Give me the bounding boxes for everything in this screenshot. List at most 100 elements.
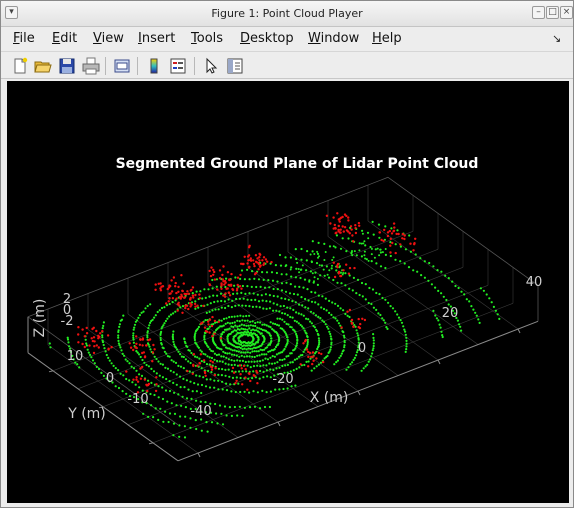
minimize-icon[interactable]: –	[532, 6, 545, 19]
ground-point	[68, 345, 71, 348]
obstacle-point	[191, 372, 194, 375]
ground-point	[271, 328, 274, 331]
ground-point	[263, 353, 266, 356]
ground-point	[213, 379, 216, 382]
obstacle-point	[339, 274, 342, 278]
ground-point	[132, 332, 135, 335]
property-inspector-icon[interactable]	[225, 56, 245, 76]
ground-point	[238, 370, 241, 373]
ground-point	[152, 416, 155, 419]
axes-3d[interactable]: Segmented Ground Plane of Lidar Point Cl…	[7, 81, 569, 503]
ground-point	[215, 412, 218, 415]
menu-view[interactable]: View	[93, 31, 124, 46]
ground-point	[309, 310, 313, 313]
ground-point	[291, 316, 294, 319]
ground-point	[228, 347, 231, 350]
ground-point	[360, 242, 363, 245]
obstacle-point	[136, 391, 140, 394]
obstacle-point	[231, 288, 235, 292]
ground-point	[101, 327, 104, 330]
menu-edit[interactable]: Edit	[52, 31, 78, 46]
ground-point	[339, 354, 342, 357]
obstacle-point	[207, 320, 210, 323]
ground-point	[331, 259, 334, 261]
ground-point	[110, 362, 113, 365]
save-icon[interactable]	[57, 56, 77, 76]
menu-help[interactable]: Help	[372, 31, 402, 46]
ground-point	[268, 294, 271, 297]
ground-point	[87, 351, 90, 354]
ground-point	[313, 280, 315, 283]
ground-point	[85, 344, 88, 347]
obstacle-point	[207, 323, 210, 326]
ground-point	[295, 320, 298, 323]
ground-point	[400, 321, 404, 324]
ground-point	[435, 317, 438, 320]
obstacle-point	[208, 269, 211, 273]
ground-point	[198, 375, 201, 378]
ground-point	[238, 320, 241, 323]
new-figure-icon[interactable]	[10, 56, 30, 76]
menu-window[interactable]: Window	[308, 31, 360, 46]
close-icon[interactable]: ×	[560, 6, 573, 19]
ground-point	[223, 300, 226, 303]
menu-desktop[interactable]: Desktop	[240, 31, 294, 46]
ground-point	[389, 241, 392, 244]
ground-point	[203, 335, 206, 339]
menu-file[interactable]: File	[13, 31, 35, 46]
ground-point	[118, 325, 121, 328]
window-menu-icon[interactable]: ▾	[5, 6, 18, 19]
pointer-icon[interactable]	[201, 56, 221, 76]
obstacle-point	[389, 251, 392, 254]
ground-point	[147, 365, 150, 368]
obstacle-point	[413, 243, 416, 246]
ground-point	[164, 319, 167, 323]
menu-tools[interactable]: Tools	[191, 31, 224, 46]
ground-point	[342, 272, 345, 274]
ground-point	[370, 253, 373, 256]
ground-point	[323, 242, 326, 245]
ground-point	[67, 341, 70, 344]
x-tick-label: -40	[190, 404, 211, 419]
ground-point	[360, 255, 363, 258]
print-icon[interactable]	[81, 56, 101, 76]
ground-point	[182, 355, 185, 359]
ground-point	[221, 388, 224, 391]
title-bar[interactable]: ▾ Figure 1: Point Cloud Player – □ ×	[1, 1, 573, 27]
menu-insert[interactable]: Insert	[138, 31, 176, 46]
ground-point	[276, 361, 279, 364]
colorbar-icon[interactable]	[144, 56, 164, 76]
open-folder-icon[interactable]	[33, 56, 53, 76]
obstacle-point	[141, 365, 144, 369]
obstacle-point	[236, 276, 240, 279]
ground-point	[251, 320, 254, 323]
ground-point	[286, 336, 289, 339]
ground-point	[128, 395, 132, 398]
ground-point	[268, 343, 272, 346]
ground-point	[317, 343, 321, 346]
dock-figure-icon[interactable]: ↘	[552, 32, 562, 45]
ground-point	[372, 336, 375, 339]
ground-point	[194, 332, 197, 335]
ground-point	[185, 379, 188, 382]
ground-point	[202, 352, 205, 355]
ground-point	[265, 353, 268, 356]
ground-point	[241, 304, 244, 307]
ground-point	[313, 276, 316, 279]
maximize-icon[interactable]: □	[546, 6, 559, 19]
figure-canvas[interactable]: Segmented Ground Plane of Lidar Point Cl…	[7, 81, 569, 503]
ground-point	[236, 292, 239, 295]
ground-point	[279, 305, 282, 308]
ground-point	[328, 245, 332, 248]
ground-point	[402, 325, 405, 328]
obstacle-point	[101, 330, 104, 333]
ground-point	[160, 327, 163, 330]
legend-icon[interactable]	[168, 56, 188, 76]
ground-point	[292, 369, 295, 372]
ground-point	[312, 312, 315, 315]
ground-point	[311, 240, 314, 243]
ground-point	[281, 358, 284, 362]
ground-point	[328, 311, 331, 314]
ground-point	[322, 268, 325, 271]
print-preview-icon[interactable]	[112, 56, 132, 76]
